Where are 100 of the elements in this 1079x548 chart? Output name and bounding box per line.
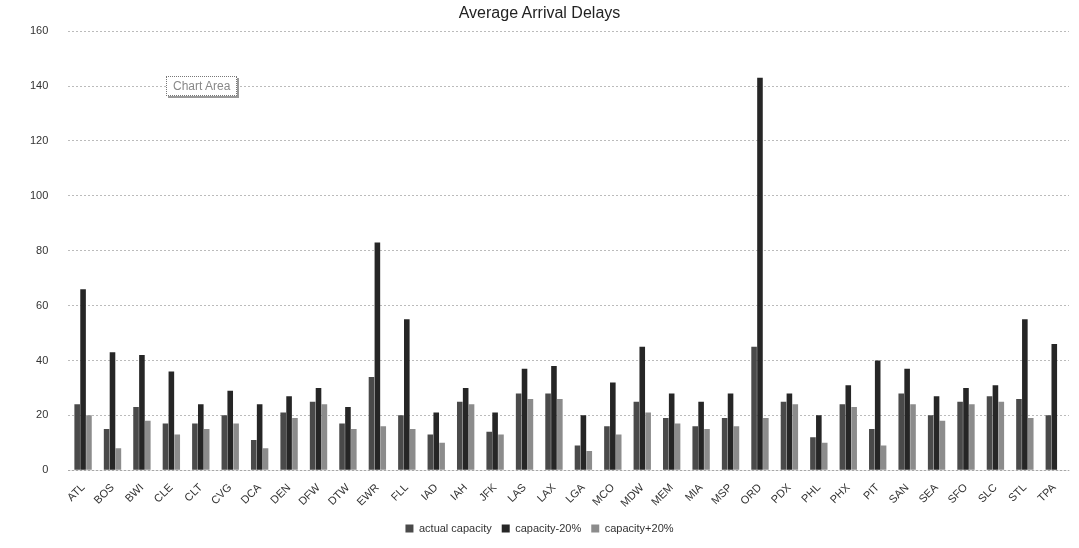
bar: [203, 429, 210, 470]
bar: [1027, 418, 1034, 470]
bar: [615, 434, 622, 470]
x-tick-label: PIT: [860, 480, 882, 502]
y-tick-label: 0: [42, 463, 49, 476]
annotation: Chart Area: [166, 76, 238, 96]
bar: [168, 371, 175, 470]
bar: [192, 423, 198, 470]
bar: [586, 451, 593, 470]
bar: [527, 398, 534, 470]
bar: [704, 429, 710, 470]
bar: [80, 289, 86, 470]
bar: [398, 415, 404, 470]
bar: [256, 404, 263, 470]
bar: [103, 429, 110, 470]
x-tick-label: IAH: [447, 480, 470, 503]
bar: [109, 352, 116, 470]
x-tick-label: LGA: [562, 480, 588, 506]
bar: [468, 404, 475, 470]
bar: [721, 418, 728, 470]
bar: [580, 415, 587, 470]
bar: [610, 382, 616, 470]
bar: [969, 404, 975, 470]
bar: [874, 360, 881, 470]
bar: [286, 396, 292, 470]
bar: [663, 418, 669, 470]
bar: [86, 415, 92, 470]
bar: [816, 415, 822, 470]
bar: [904, 368, 910, 470]
bar: [810, 437, 816, 470]
bar: [321, 404, 328, 470]
bar: [1045, 415, 1052, 470]
bar: [821, 442, 828, 470]
bar: [792, 404, 799, 470]
bar: [133, 407, 139, 470]
bar: [963, 387, 969, 470]
bar: [250, 440, 257, 470]
bar: [786, 393, 793, 470]
x-tick-label: LAS: [504, 480, 529, 505]
bar: [727, 393, 734, 470]
bar: [939, 420, 946, 470]
bar: [869, 429, 875, 470]
bar: [262, 448, 269, 470]
bar: [433, 412, 440, 470]
bar: [198, 404, 204, 470]
bar: [604, 426, 610, 470]
bar: [851, 407, 857, 470]
bar: [757, 77, 763, 470]
bar: [1016, 398, 1022, 470]
bar: [551, 365, 557, 470]
x-tick-label: ATL: [64, 480, 87, 504]
bar: [115, 448, 122, 470]
chart-title: Average Arrival Delays: [458, 4, 621, 22]
bar: [957, 401, 963, 470]
bar: [368, 376, 375, 470]
bar: [933, 396, 940, 470]
y-tick-label: 80: [36, 243, 49, 256]
bar: [233, 423, 239, 470]
y-tick-label: 20: [36, 408, 49, 421]
bar: [751, 346, 757, 470]
bar: [221, 415, 228, 470]
bar: [927, 415, 934, 470]
x-tick-label: STL: [1005, 480, 1029, 504]
legend-label: capacity-20%: [515, 521, 582, 534]
bar: [486, 431, 493, 470]
bar: [498, 434, 504, 470]
bar: [492, 412, 498, 470]
x-tick-label: CLT: [181, 480, 205, 504]
x-tick-label: PHL: [798, 480, 823, 505]
bar: [462, 387, 469, 470]
bar: [404, 319, 410, 470]
bar: [380, 426, 387, 470]
x-tick-label: SLC: [975, 480, 1000, 505]
y-tick-label: 140: [29, 79, 49, 92]
y-tick-label: 40: [36, 353, 49, 366]
bar: [345, 407, 351, 470]
bar: [409, 429, 416, 470]
y-tick-label: 120: [29, 133, 49, 146]
bar: [1022, 319, 1028, 470]
bar: [986, 396, 993, 470]
bar: [668, 393, 675, 470]
bar: [74, 404, 80, 470]
bar: [339, 423, 345, 470]
y-tick-label: 160: [29, 24, 49, 37]
bar: [645, 412, 651, 470]
bar: [698, 401, 704, 470]
bar: [515, 393, 522, 470]
x-tick-label: TPA: [1034, 480, 1059, 504]
bar: [763, 418, 769, 470]
bar: [139, 354, 145, 470]
bar: [992, 385, 999, 470]
bar: [839, 404, 846, 470]
bar: [557, 398, 563, 470]
bar: [280, 412, 286, 470]
bar: [545, 393, 551, 470]
x-tick-label: FLL: [388, 480, 411, 503]
bar: [456, 401, 463, 470]
y-tick-label: 60: [36, 298, 49, 311]
bar: [898, 393, 905, 470]
legend-label: actual capacity: [418, 521, 493, 534]
